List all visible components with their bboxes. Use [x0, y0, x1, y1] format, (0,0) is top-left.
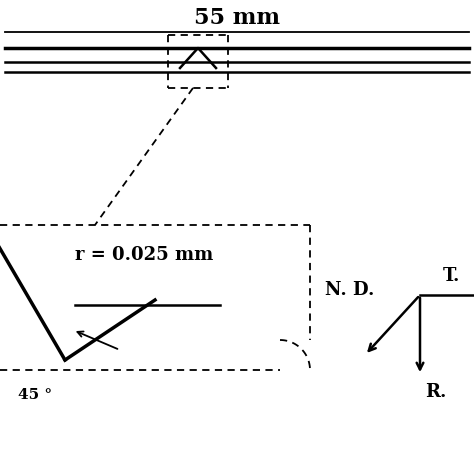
- Text: N. D.: N. D.: [325, 281, 374, 299]
- Text: T.: T.: [443, 267, 460, 285]
- Text: r = 0.025 mm: r = 0.025 mm: [75, 246, 213, 264]
- Text: R.: R.: [425, 383, 447, 401]
- Text: 55 mm: 55 mm: [194, 7, 280, 29]
- Text: 45 °: 45 °: [18, 388, 52, 402]
